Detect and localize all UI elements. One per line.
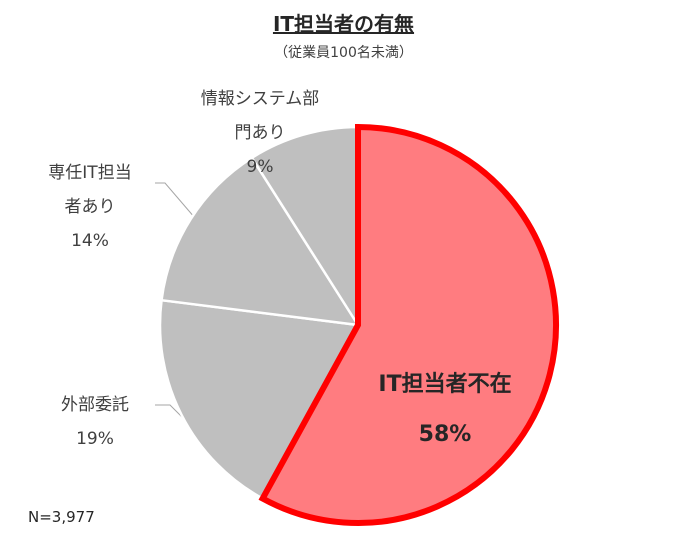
slice-label: IT担当者不在 [378, 372, 512, 397]
slice-label: 専任IT担当者あり [48, 163, 132, 217]
slice-label: 情報システム部門あり [200, 89, 320, 143]
value-label: 9% [246, 157, 274, 177]
slice-label: 外部委託 [61, 395, 129, 415]
pie-slice [250, 125, 360, 330]
value-label: 19% [76, 429, 114, 449]
leader-line [155, 182, 196, 219]
pie-slice [258, 123, 559, 526]
pie-slice [160, 156, 361, 327]
pie-slice [158, 298, 360, 501]
chart-subtitle: （従業員100名未満） [274, 45, 413, 61]
chart-title: IT担当者の有無 [272, 12, 415, 36]
leader-line [155, 404, 186, 421]
value-label: 14% [71, 231, 109, 251]
sample-note: N=3,977 [28, 508, 95, 526]
value-label: 58% [418, 422, 472, 447]
leader-lines [155, 182, 196, 421]
